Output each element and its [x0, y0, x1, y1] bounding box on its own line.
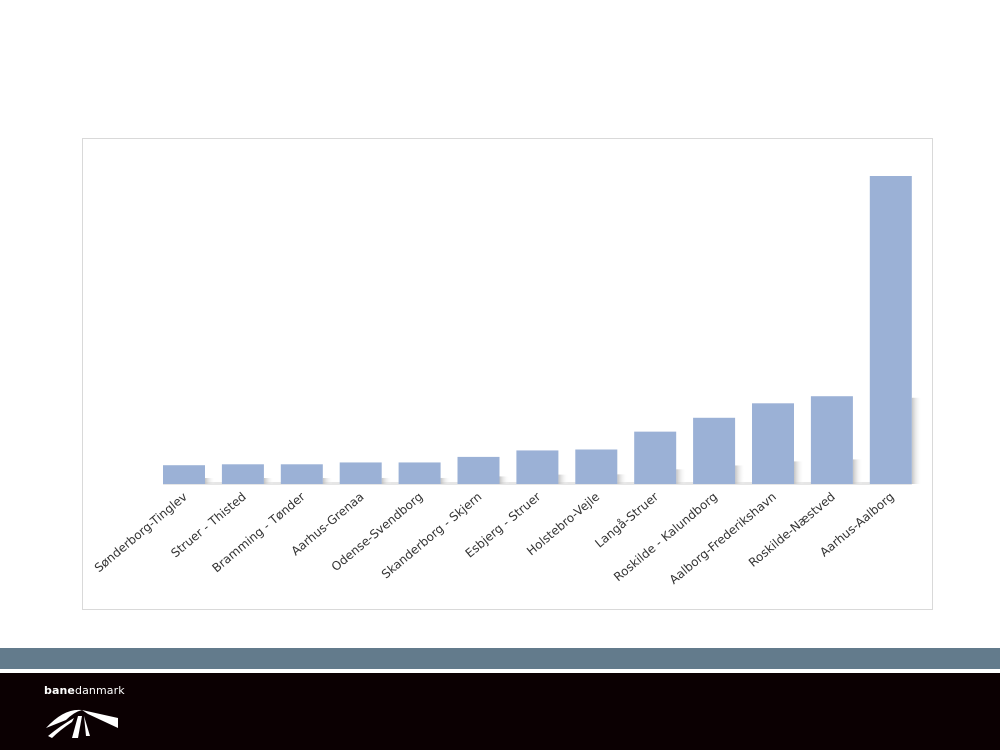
footer-stripe	[0, 648, 1000, 669]
bar	[575, 449, 618, 484]
bar	[693, 417, 736, 484]
bar-shadow	[381, 477, 392, 484]
category-label: Aalborg-Frederikshavn	[667, 490, 779, 587]
bar-shadow	[794, 461, 804, 484]
footer-divider	[0, 669, 1000, 673]
category-label: Skanderborg - Skjern	[379, 490, 485, 582]
bar-shadow	[440, 477, 451, 484]
bar-shadow	[676, 469, 687, 484]
bar	[516, 450, 559, 484]
bar-shadow	[911, 397, 922, 484]
logo-text-regular: danmark	[75, 684, 125, 697]
bar-shadow	[263, 478, 274, 484]
bar-shadow	[322, 478, 333, 484]
bar-shadow	[499, 476, 510, 484]
bar-shadow	[852, 459, 863, 484]
bar	[869, 176, 912, 484]
chart-frame: Sønderborg-Tinglev Struer - Thisted Brammi…	[82, 138, 933, 610]
bar-shadow	[205, 478, 215, 484]
bar	[457, 456, 500, 484]
category-label: Sønderborg-Tinglev	[92, 490, 190, 576]
bar	[163, 465, 205, 484]
bar-shadow	[735, 465, 746, 484]
logo-text: banedanmark	[44, 684, 125, 697]
bar-shadow	[558, 474, 569, 484]
bar-shadow	[617, 474, 628, 484]
bar	[398, 462, 441, 484]
railway-logo-icon	[46, 709, 118, 738]
bar	[221, 464, 264, 484]
logo-text-bold: bane	[44, 684, 75, 697]
footer-band	[0, 673, 1000, 750]
bar	[339, 462, 382, 484]
banedanmark-logo: banedanmark	[44, 684, 125, 740]
bar	[752, 403, 794, 484]
bars-group	[163, 176, 922, 485]
bar	[810, 396, 853, 484]
bar	[280, 464, 323, 484]
bar	[634, 431, 677, 484]
category-label: Roskilde - Kalundborg	[611, 490, 720, 585]
